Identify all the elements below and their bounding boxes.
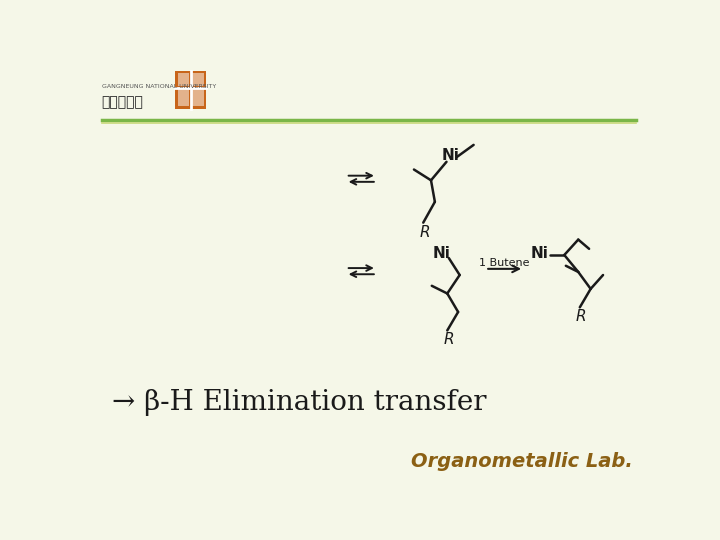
Text: 1 Butene: 1 Butene [480,258,530,268]
Text: GANGNEUNG NATIONAL UNIVERSITY: GANGNEUNG NATIONAL UNIVERSITY [102,84,216,89]
Text: R: R [576,309,587,324]
Text: Ni: Ni [441,148,459,163]
Bar [192,73,204,85]
Text: R: R [444,332,454,347]
Bar [178,73,189,85]
Text: 강릉대학교: 강릉대학교 [102,94,143,109]
Text: → β-H Elimination transfer: → β-H Elimination transfer [112,389,486,416]
Text: Organometallic Lab.: Organometallic Lab. [410,452,632,471]
Text: Ni: Ni [531,246,549,261]
Text: Ni: Ni [432,246,450,261]
Bar [192,90,204,106]
Bar [178,90,189,106]
Text: R: R [420,225,430,240]
Bar [175,71,206,110]
